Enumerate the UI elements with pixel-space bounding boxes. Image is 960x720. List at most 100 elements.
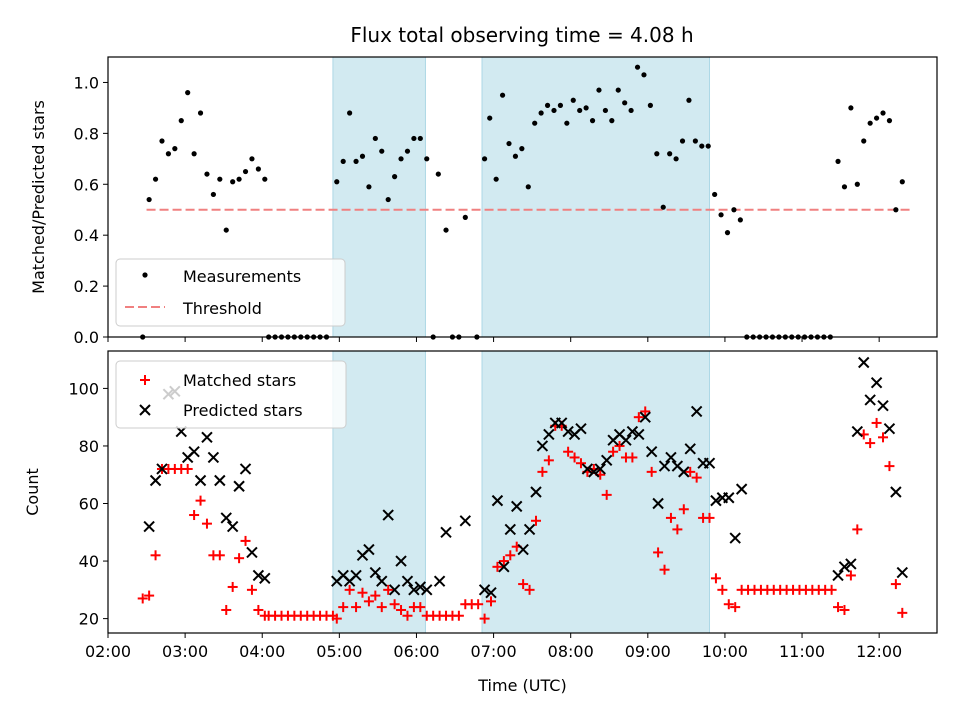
y-tick-label: 100	[68, 379, 99, 398]
y-tick-label: 80	[79, 437, 99, 456]
bottom-panel: 02:00 03:00 04:00 05:00 06:00 07:00 08:00 09:00…	[23, 350, 938, 695]
cross-b	[845, 558, 857, 570]
y-tick-label: 1.0	[74, 73, 99, 92]
predicted-star-point	[639, 411, 651, 423]
measurement-point	[602, 107, 609, 114]
measurement-point	[731, 207, 737, 213]
cross-b	[536, 440, 549, 452]
cross-b	[504, 523, 516, 536]
cross-b	[388, 584, 401, 596]
measurement-point	[628, 107, 634, 114]
matched-star-point	[383, 584, 394, 595]
cross-b	[252, 569, 265, 582]
predicted-star-point	[838, 561, 851, 573]
cross-b	[729, 532, 741, 544]
measurement-point	[538, 110, 544, 116]
predicted-star-point	[896, 566, 909, 579]
measurement-point	[544, 102, 551, 108]
legend-marker-predicted	[139, 404, 151, 416]
matched-star-point	[871, 417, 882, 428]
shaded-interval	[481, 56, 711, 338]
predicted-star-point	[851, 425, 864, 438]
cross-b	[156, 463, 168, 475]
predicted-star-point	[395, 555, 407, 567]
x-tick-label: 09:00	[625, 642, 671, 661]
legend-label-matched: Matched stars	[183, 371, 296, 390]
predicted-star-point	[246, 546, 258, 559]
predicted-star-point	[220, 512, 232, 524]
predicted-star-point	[376, 575, 388, 587]
shaded-interval	[332, 350, 426, 634]
measurement-point	[660, 204, 666, 210]
measurement-point	[411, 135, 417, 142]
measurement-point	[481, 156, 488, 162]
cross-b	[555, 417, 568, 429]
matched-star-point	[653, 547, 664, 558]
measurement-point	[641, 72, 647, 78]
matched-star-point	[865, 438, 876, 449]
cross-b	[562, 425, 574, 438]
cross-b	[652, 497, 664, 510]
predicted-star-point	[259, 572, 271, 585]
matched-star-point	[563, 446, 574, 457]
predicted-star-point	[626, 425, 639, 438]
y-tick-label: 20	[79, 610, 99, 629]
measurement-point	[570, 97, 576, 103]
measurement-point	[443, 227, 449, 233]
cross-b	[690, 405, 703, 418]
cross-b	[363, 543, 375, 556]
matched-star-point	[530, 515, 541, 526]
measurement-point	[848, 105, 854, 111]
predicted-star-point	[382, 509, 394, 521]
cross-b	[851, 425, 864, 438]
y-axis-label: Count	[23, 468, 42, 516]
matched-star-point	[543, 455, 554, 466]
predicted-star-point	[703, 457, 716, 469]
measurement-point	[654, 151, 660, 157]
measurement-point	[165, 151, 172, 157]
cross-b	[890, 486, 902, 498]
cross-b	[671, 460, 684, 472]
matched-star-point	[189, 510, 200, 521]
measurement-point	[340, 158, 346, 164]
predicted-star-point	[511, 500, 523, 513]
cross-b	[858, 356, 870, 369]
top-plot-frame	[107, 56, 938, 338]
matched-star-point	[614, 440, 625, 451]
cross-b	[350, 569, 362, 582]
matched-star-point	[518, 579, 529, 590]
measurement-point	[873, 115, 880, 121]
measurement-point	[589, 118, 596, 124]
predicted-star-point	[594, 463, 606, 475]
x-tick-label: 10:00	[702, 642, 748, 661]
measurement-point	[835, 158, 841, 164]
top-panel: 0.0 0.2 0.4 0.6 0.8 1.0 Matched/Predicted star…	[29, 56, 938, 347]
cross-b	[214, 474, 226, 487]
cross-b	[626, 425, 639, 438]
cross-b	[877, 399, 889, 412]
legend-box	[115, 258, 346, 327]
measurement-point	[705, 143, 711, 149]
predicted-star-point	[414, 581, 427, 593]
matched-star-point	[704, 512, 715, 523]
matched-star-point	[601, 489, 612, 500]
cross-b	[832, 569, 844, 582]
measurement-point	[159, 138, 165, 144]
predicted-star-point	[207, 451, 220, 464]
measurement-point	[462, 214, 468, 220]
cross-b	[511, 500, 523, 513]
cross-b	[485, 587, 497, 599]
matched-star-point	[730, 602, 741, 613]
measurement-point	[178, 118, 184, 124]
measurement-point	[899, 179, 905, 185]
x-tick-label: 07:00	[471, 642, 517, 661]
x-tick-label: 05:00	[316, 642, 362, 661]
cross-b	[543, 428, 555, 441]
cross-b	[723, 492, 735, 504]
matched-star-point	[608, 446, 619, 457]
cross-b	[613, 428, 626, 441]
cross-b	[149, 474, 162, 487]
measurement-point	[404, 148, 411, 154]
matched-star-point	[363, 596, 374, 607]
matched-star-point	[878, 432, 889, 443]
